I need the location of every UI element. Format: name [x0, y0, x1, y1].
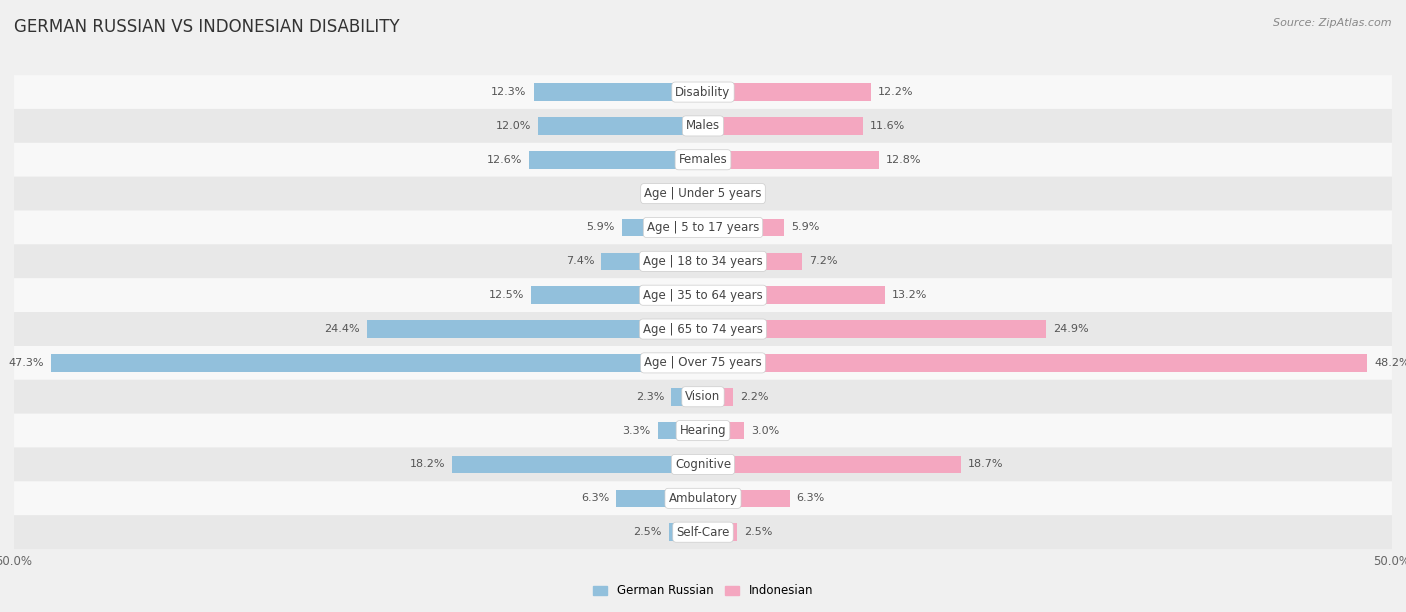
Text: GERMAN RUSSIAN VS INDONESIAN DISABILITY: GERMAN RUSSIAN VS INDONESIAN DISABILITY: [14, 18, 399, 36]
Text: 1.6%: 1.6%: [645, 188, 673, 199]
Text: 7.4%: 7.4%: [565, 256, 595, 266]
Text: 1.2%: 1.2%: [727, 188, 755, 199]
Bar: [658, 422, 703, 439]
Text: 2.5%: 2.5%: [633, 527, 662, 537]
Text: Ambulatory: Ambulatory: [668, 492, 738, 505]
Text: Age | 18 to 34 years: Age | 18 to 34 years: [643, 255, 763, 268]
Text: 7.2%: 7.2%: [808, 256, 838, 266]
Text: Age | 65 to 74 years: Age | 65 to 74 years: [643, 323, 763, 335]
Text: 18.7%: 18.7%: [967, 460, 1002, 469]
Legend: German Russian, Indonesian: German Russian, Indonesian: [588, 580, 818, 602]
FancyBboxPatch shape: [14, 312, 1392, 346]
Text: Cognitive: Cognitive: [675, 458, 731, 471]
Text: 24.4%: 24.4%: [325, 324, 360, 334]
Text: 3.3%: 3.3%: [623, 425, 651, 436]
Bar: [703, 456, 960, 473]
Bar: [703, 320, 1046, 338]
Bar: [669, 523, 703, 541]
FancyBboxPatch shape: [14, 177, 1392, 211]
Bar: [531, 286, 703, 304]
Bar: [703, 286, 884, 304]
Bar: [703, 422, 744, 439]
Text: 12.5%: 12.5%: [488, 290, 524, 300]
Bar: [533, 83, 703, 101]
Bar: [703, 523, 738, 541]
Text: 12.0%: 12.0%: [495, 121, 531, 131]
Text: Age | 5 to 17 years: Age | 5 to 17 years: [647, 221, 759, 234]
Bar: [681, 185, 703, 203]
FancyBboxPatch shape: [14, 278, 1392, 312]
FancyBboxPatch shape: [14, 414, 1392, 447]
Bar: [703, 354, 1367, 371]
Bar: [703, 218, 785, 236]
Bar: [453, 456, 703, 473]
FancyBboxPatch shape: [14, 244, 1392, 278]
Text: 6.3%: 6.3%: [581, 493, 609, 503]
Bar: [616, 490, 703, 507]
Text: 5.9%: 5.9%: [586, 223, 614, 233]
Text: Hearing: Hearing: [679, 424, 727, 437]
FancyBboxPatch shape: [14, 211, 1392, 244]
Text: Age | Over 75 years: Age | Over 75 years: [644, 356, 762, 370]
Text: 12.3%: 12.3%: [491, 87, 527, 97]
Bar: [51, 354, 703, 371]
Bar: [600, 253, 703, 270]
Text: 11.6%: 11.6%: [870, 121, 905, 131]
Bar: [537, 117, 703, 135]
FancyBboxPatch shape: [14, 482, 1392, 515]
Text: 48.2%: 48.2%: [1374, 358, 1406, 368]
Bar: [367, 320, 703, 338]
Bar: [703, 490, 790, 507]
Text: Females: Females: [679, 153, 727, 166]
Text: Self-Care: Self-Care: [676, 526, 730, 539]
Bar: [671, 388, 703, 406]
Bar: [703, 83, 872, 101]
Text: Source: ZipAtlas.com: Source: ZipAtlas.com: [1274, 18, 1392, 28]
Bar: [703, 185, 720, 203]
Bar: [703, 253, 803, 270]
Text: 12.8%: 12.8%: [886, 155, 922, 165]
Text: 13.2%: 13.2%: [891, 290, 927, 300]
FancyBboxPatch shape: [14, 346, 1392, 380]
Text: Disability: Disability: [675, 86, 731, 99]
Text: 12.2%: 12.2%: [877, 87, 914, 97]
Text: Age | Under 5 years: Age | Under 5 years: [644, 187, 762, 200]
Bar: [703, 388, 734, 406]
Text: Males: Males: [686, 119, 720, 132]
Text: 5.9%: 5.9%: [792, 223, 820, 233]
Bar: [621, 218, 703, 236]
Text: 2.3%: 2.3%: [636, 392, 665, 401]
Text: 6.3%: 6.3%: [797, 493, 825, 503]
Bar: [703, 117, 863, 135]
Text: 12.6%: 12.6%: [486, 155, 523, 165]
Text: 24.9%: 24.9%: [1053, 324, 1088, 334]
FancyBboxPatch shape: [14, 447, 1392, 482]
FancyBboxPatch shape: [14, 109, 1392, 143]
Text: 3.0%: 3.0%: [751, 425, 779, 436]
Text: 47.3%: 47.3%: [8, 358, 45, 368]
Bar: [530, 151, 703, 168]
Text: 2.5%: 2.5%: [744, 527, 773, 537]
Bar: [703, 151, 879, 168]
FancyBboxPatch shape: [14, 380, 1392, 414]
Text: Age | 35 to 64 years: Age | 35 to 64 years: [643, 289, 763, 302]
Text: 2.2%: 2.2%: [740, 392, 769, 401]
FancyBboxPatch shape: [14, 143, 1392, 177]
Text: 18.2%: 18.2%: [409, 460, 446, 469]
FancyBboxPatch shape: [14, 75, 1392, 109]
FancyBboxPatch shape: [14, 515, 1392, 549]
Text: Vision: Vision: [685, 390, 721, 403]
